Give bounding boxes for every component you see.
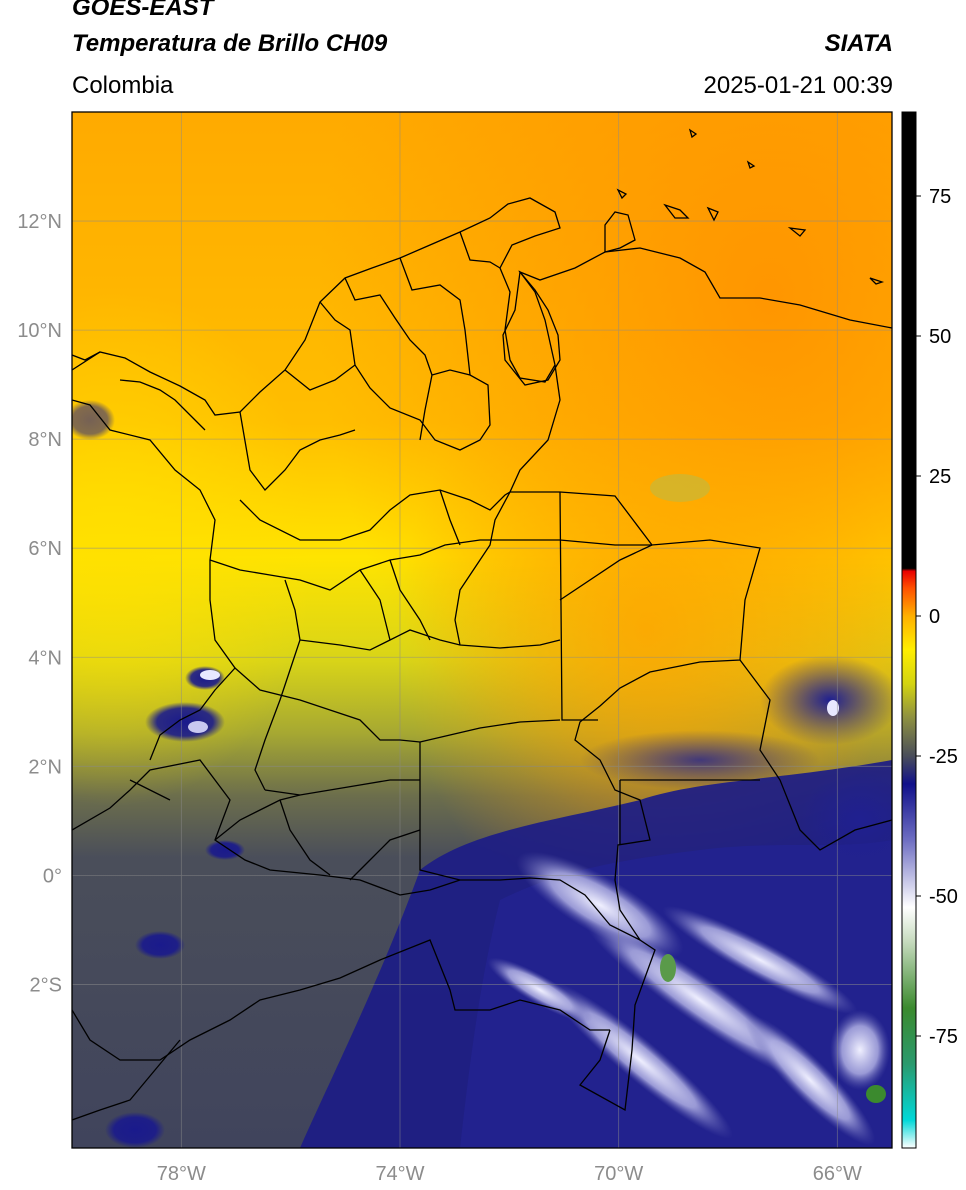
longitude-ticks: 78°W 74°W 70°W 66°W: [157, 1163, 862, 1185]
latitude-tick-label: 2°S: [30, 974, 62, 996]
colorbar-tick-label: 75: [929, 186, 951, 208]
region-label: Colombia: [72, 72, 174, 99]
longitude-tick-label: 78°W: [157, 1163, 206, 1185]
latitude-tick-label: 8°N: [28, 429, 62, 451]
ecuador-peru-border: [72, 759, 641, 941]
longitude-tick-label: 74°W: [375, 1163, 424, 1185]
colorbar-tick-label: -75: [929, 1026, 958, 1048]
colorbar-tick-label: -25: [929, 746, 958, 768]
latitude-tick-label: 2°N: [28, 756, 62, 778]
colorbar-tick-label: 50: [929, 326, 951, 348]
longitude-tick-label: 70°W: [594, 1163, 643, 1185]
latitude-tick-label: 10°N: [17, 320, 62, 342]
colorbar-tick-label: 0: [929, 606, 940, 628]
longitude-tick-label: 66°W: [813, 1163, 862, 1185]
colorbar-tick-label: -50: [929, 886, 958, 908]
map-panel: [72, 112, 892, 1148]
boundaries: [72, 128, 892, 1121]
latitude-tick-label: 12°N: [17, 211, 62, 233]
lake-maracaibo: [502, 270, 561, 386]
latitude-tick-label: 0°: [43, 865, 62, 887]
venezuela-border: [508, 364, 761, 1112]
colombia-border: [72, 197, 892, 416]
datetime-label: 2025-01-21 00:39: [703, 72, 894, 99]
graticule: [72, 112, 892, 1148]
title-line-1: GOES-EAST: [72, 0, 214, 21]
map-frame: [71, 111, 893, 1149]
latitude-ticks: 12°N 10°N 8°N 6°N 4°N 2°N 0° 2°S: [17, 211, 62, 996]
brand-label: SIATA: [824, 30, 893, 57]
colorbar-frame: [901, 111, 917, 1149]
colorbar-ticks: 75 50 25 0 -25 -50 -75: [916, 186, 958, 1048]
colorbar: [902, 112, 916, 1148]
latitude-tick-label: 6°N: [28, 538, 62, 560]
colorbar-tick-label: 25: [929, 466, 951, 488]
latitude-tick-label: 4°N: [28, 647, 62, 669]
title-line-2: Temperatura de Brillo CH09: [72, 30, 388, 57]
